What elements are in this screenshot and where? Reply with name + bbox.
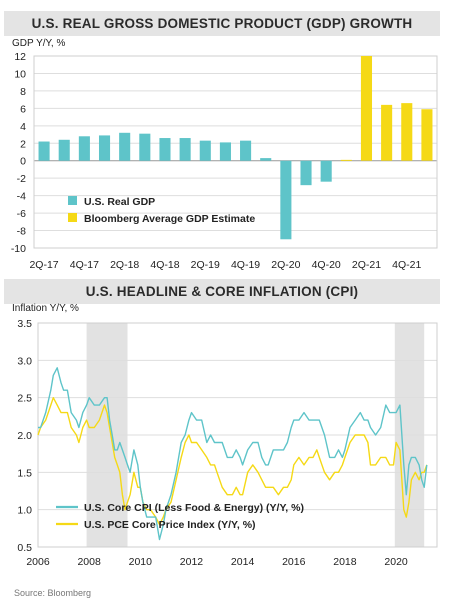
x-tick-label: 2Q-20: [271, 259, 300, 271]
series-line: [38, 367, 428, 541]
bar: [381, 104, 393, 161]
bar: [179, 138, 191, 161]
x-tick-label: 2Q-19: [191, 259, 220, 271]
legend-label: U.S. Core CPI (Less Food & Energy) (Y/Y,…: [84, 502, 304, 514]
x-tick-label: 4Q-17: [70, 259, 99, 271]
y-tick-label: 8: [20, 86, 26, 98]
bar: [401, 103, 413, 161]
bar: [119, 132, 131, 161]
gdp-bar-chart: -10 -8 -6 -4 -2 0 2 4 6 8 10 12 2Q-17 4Q-17 2Q-18 4Q-18…: [11, 51, 438, 271]
y-tick-label: 10: [14, 68, 26, 80]
bar: [280, 160, 292, 240]
y-tick-label: -10: [11, 243, 26, 255]
x-tick-label: 2008: [77, 556, 101, 568]
y-tick-label: 1.0: [17, 505, 32, 517]
y-tick-label: -4: [17, 191, 26, 203]
bar: [421, 109, 433, 161]
y-tick-label: -6: [17, 208, 26, 220]
x-tick-label: 2012: [180, 556, 204, 568]
y-tick-label: -8: [17, 226, 26, 238]
series-line: [37, 396, 428, 526]
bar: [219, 142, 231, 161]
y-tick-label: 2.5: [17, 393, 32, 405]
x-tick-label: 4Q-20: [312, 259, 341, 271]
x-tick-label: 2014: [231, 556, 255, 568]
bar: [139, 133, 151, 161]
source-note: Source: Bloomberg: [14, 588, 92, 598]
y-tick-label: 2.0: [17, 430, 32, 442]
y-tick-label: 3.5: [17, 318, 32, 330]
x-tick-label: 4Q-19: [231, 259, 260, 271]
bar: [320, 160, 332, 182]
plot-frame: [33, 55, 438, 249]
bar: [38, 141, 50, 161]
x-tick-label: 2Q-18: [110, 259, 139, 271]
legend-swatch: [68, 213, 77, 222]
inflation-y-axis-title: Inflation Y/Y, %: [12, 303, 79, 314]
y-tick-label: 0.5: [17, 542, 32, 554]
bar: [360, 56, 373, 161]
bar: [300, 160, 312, 186]
x-tick-label: 2020: [384, 556, 408, 568]
y-tick-label: 1.5: [17, 467, 32, 479]
bar: [58, 139, 70, 161]
x-tick-label: 2016: [282, 556, 306, 568]
gdp-y-axis-title: GDP Y/Y, %: [12, 38, 66, 49]
y-tick-label: 12: [14, 51, 26, 63]
bar: [159, 138, 171, 161]
bar: [199, 140, 211, 161]
x-tick-label: 2018: [333, 556, 357, 568]
x-tick-label: 2Q-21: [352, 259, 381, 271]
x-tick-label: 2006: [26, 556, 50, 568]
y-tick-label: 6: [20, 103, 26, 115]
y-tick-label: 4: [20, 121, 26, 133]
gdp-chart-title: U.S. REAL GROSS DOMESTIC PRODUCT (GDP) G…: [4, 11, 440, 36]
bar: [240, 140, 252, 161]
x-tick-label: 2010: [129, 556, 153, 568]
bar: [98, 135, 111, 161]
inflation-line-chart: 0.5 1.0 1.5 2.0 2.5 3.0 3.5 2006 2008 2010 2012 201…: [17, 318, 438, 568]
bar: [340, 159, 352, 161]
legend-label: U.S. Real GDP: [84, 196, 155, 208]
y-tick-label: 3.0: [17, 355, 32, 367]
y-tick-label: 2: [20, 138, 26, 150]
bar: [260, 158, 272, 161]
legend-swatch: [68, 196, 77, 205]
x-tick-label: 2Q-17: [29, 259, 58, 271]
bar: [78, 136, 90, 161]
y-tick-label: 0: [20, 156, 26, 168]
inflation-chart-title: U.S. HEADLINE & CORE INFLATION (CPI): [4, 279, 440, 304]
y-tick-label: -2: [17, 173, 26, 185]
legend-label: U.S. PCE Core Price Index (Y/Y, %): [84, 519, 256, 531]
x-tick-label: 4Q-21: [392, 259, 421, 271]
legend-label: Bloomberg Average GDP Estimate: [84, 213, 255, 225]
x-tick-label: 4Q-18: [150, 259, 179, 271]
